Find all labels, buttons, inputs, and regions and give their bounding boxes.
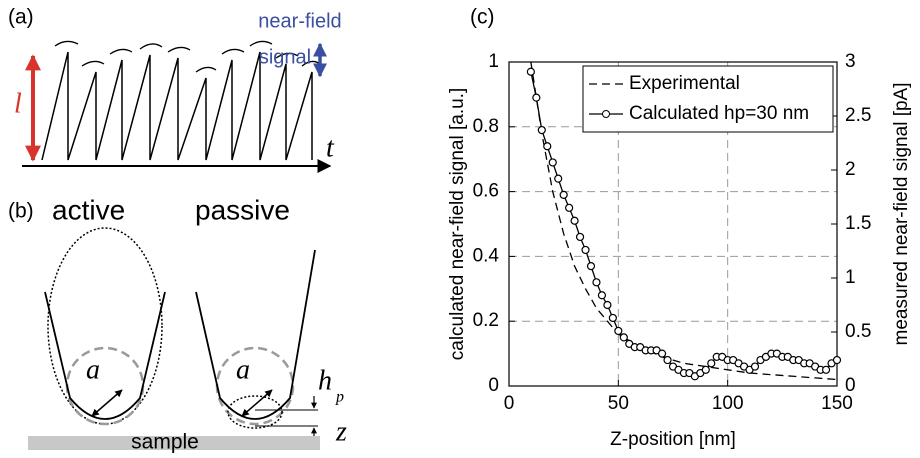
legend-box — [582, 65, 834, 133]
sample-label: sample — [131, 431, 199, 454]
tip-sphere — [65, 346, 145, 426]
sawtooth — [41, 51, 313, 161]
y-tick-label: 0.4 — [473, 245, 500, 266]
passive-path — [227, 395, 283, 429]
y-tick-label: 0 — [488, 375, 499, 396]
data-point — [750, 362, 760, 371]
y-axis-label: calculated near-field signal [a.u.] — [447, 88, 468, 361]
panel-label: (c) — [470, 6, 495, 29]
signal-label: signal — [259, 46, 311, 68]
radius-label: a — [236, 354, 250, 385]
data-point — [821, 365, 831, 374]
x-tick-label: 50 — [608, 393, 629, 414]
y-tick-label: 0.8 — [473, 116, 499, 137]
data-point — [619, 333, 628, 342]
data-point — [565, 203, 574, 212]
amplitude-label: l — [14, 88, 22, 119]
plot: 0 50 100 15000.20.40.60.8100.511.522.53Z-po… — [447, 51, 912, 450]
data-point — [548, 158, 557, 167]
legend-label: Calculated hp=30 nm — [629, 103, 809, 124]
data-point — [575, 232, 585, 242]
radius-label: a — [86, 354, 100, 385]
data-point — [707, 359, 716, 368]
data-point — [597, 291, 607, 300]
panel-label: (a) — [8, 6, 34, 29]
radius-arrow — [91, 389, 123, 417]
data-point — [657, 349, 667, 358]
data-point — [663, 355, 672, 365]
data-point — [586, 262, 596, 271]
data-point — [570, 216, 579, 225]
time-label: t — [326, 132, 335, 163]
plot-frame — [508, 61, 838, 387]
y-tick-label: 1 — [488, 51, 499, 72]
y2-tick-label: 1 — [845, 267, 856, 288]
data-point — [614, 326, 623, 336]
active-path — [47, 227, 163, 425]
mode-label: passive — [195, 194, 290, 225]
data-point — [526, 67, 535, 76]
tip-arcs — [54, 40, 321, 73]
hp-subscript: p — [335, 389, 344, 406]
x-axis-label: Z-position [nm] — [610, 429, 736, 450]
sample — [28, 436, 320, 450]
x-tick-label: 0 — [504, 393, 515, 414]
x-tick-label: 150 — [821, 393, 853, 414]
y2-tick-label: 1.5 — [845, 213, 871, 234]
data-point — [592, 278, 601, 287]
y-tick-label: 0.2 — [473, 310, 499, 331]
data-point — [537, 125, 546, 135]
z-label: z — [335, 416, 347, 447]
y2-tick-label: 0 — [845, 375, 856, 396]
data-point — [832, 355, 842, 365]
tip — [44, 291, 166, 420]
y2-tick-label: 2 — [845, 159, 856, 180]
y2-tick-label: 2.5 — [845, 105, 871, 126]
data-point — [701, 365, 710, 374]
tip — [195, 249, 316, 420]
data-point — [559, 190, 568, 199]
mode-label: active — [52, 194, 125, 225]
legend-label: Experimental — [629, 73, 740, 94]
panel-label: (b) — [8, 200, 34, 223]
data-point — [554, 174, 563, 183]
radius-arrow — [241, 389, 273, 417]
data-point — [543, 142, 552, 151]
y-tick-label: 0.6 — [473, 181, 499, 202]
data-point — [608, 313, 617, 323]
data-point — [532, 93, 541, 102]
signal-label: near-field — [258, 10, 341, 32]
hp-label: h — [318, 365, 332, 396]
y2-axis-label: measured near-field signal [pA] — [891, 83, 912, 346]
data-point — [603, 300, 612, 310]
y2-tick-label: 3 — [845, 51, 856, 72]
x-tick-label: 100 — [712, 393, 744, 414]
legend-swatch — [602, 110, 610, 118]
data-point — [581, 245, 590, 255]
y2-tick-label: 0.5 — [845, 321, 871, 342]
